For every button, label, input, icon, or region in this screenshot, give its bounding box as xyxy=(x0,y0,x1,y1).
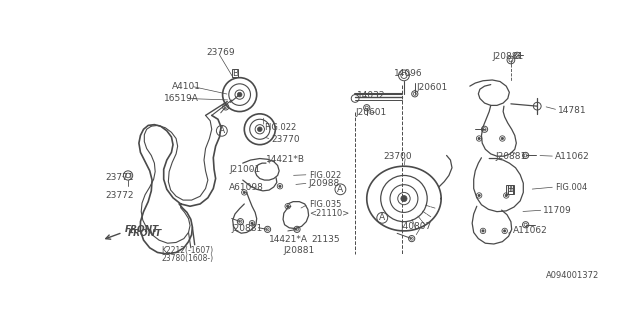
Text: 14781: 14781 xyxy=(558,106,587,115)
Text: J20881: J20881 xyxy=(231,224,262,233)
Text: A094001372: A094001372 xyxy=(546,271,599,280)
Text: J20881: J20881 xyxy=(495,152,527,161)
Circle shape xyxy=(501,137,504,140)
Text: 14096: 14096 xyxy=(394,69,422,78)
Text: 23772: 23772 xyxy=(106,191,134,200)
Text: J20601: J20601 xyxy=(417,83,447,92)
Circle shape xyxy=(287,205,289,207)
Text: J20601: J20601 xyxy=(356,108,387,117)
Text: FRONT: FRONT xyxy=(125,225,159,234)
Text: 14032: 14032 xyxy=(356,91,385,100)
Text: 23780(1608-): 23780(1608-) xyxy=(161,254,214,263)
Circle shape xyxy=(482,230,484,232)
Circle shape xyxy=(237,92,242,97)
Text: A: A xyxy=(337,185,344,194)
Circle shape xyxy=(251,222,253,224)
Text: A4101: A4101 xyxy=(172,82,200,91)
Text: A: A xyxy=(219,126,225,135)
Text: A11062: A11062 xyxy=(513,226,548,235)
Text: 23771: 23771 xyxy=(106,173,134,182)
Text: FIG.035: FIG.035 xyxy=(308,200,341,209)
Text: FRONT: FRONT xyxy=(128,229,163,238)
Text: J20881: J20881 xyxy=(283,246,314,255)
Circle shape xyxy=(279,185,281,188)
Circle shape xyxy=(257,127,262,132)
Text: A: A xyxy=(379,213,385,222)
Text: 23770: 23770 xyxy=(271,135,300,144)
Text: B: B xyxy=(232,68,238,77)
Text: 23700: 23700 xyxy=(384,152,412,161)
Circle shape xyxy=(401,196,407,202)
Text: FIG.022: FIG.022 xyxy=(308,171,341,180)
Circle shape xyxy=(505,194,508,196)
Text: 14421*B: 14421*B xyxy=(266,156,305,164)
Text: J40807: J40807 xyxy=(400,222,431,231)
Text: 21135: 21135 xyxy=(312,235,340,244)
Text: A11062: A11062 xyxy=(555,152,590,161)
Circle shape xyxy=(243,191,246,194)
Text: 14421*A: 14421*A xyxy=(269,235,308,244)
Text: <21110>: <21110> xyxy=(308,209,349,218)
Circle shape xyxy=(478,194,480,196)
Text: B: B xyxy=(508,185,514,194)
Text: B: B xyxy=(506,185,513,194)
Text: K2212(-1607): K2212(-1607) xyxy=(161,246,214,255)
Text: FIG.022: FIG.022 xyxy=(264,123,296,132)
Circle shape xyxy=(504,230,506,232)
Text: J20988: J20988 xyxy=(308,179,340,188)
Text: 16519A: 16519A xyxy=(164,94,198,103)
Circle shape xyxy=(478,137,480,140)
Text: J21001: J21001 xyxy=(230,165,261,174)
Text: 11709: 11709 xyxy=(543,206,572,215)
Text: 23769: 23769 xyxy=(206,48,235,57)
Text: A61098: A61098 xyxy=(229,183,264,192)
Text: FIG.004: FIG.004 xyxy=(555,183,588,192)
Text: J20881: J20881 xyxy=(492,52,524,61)
